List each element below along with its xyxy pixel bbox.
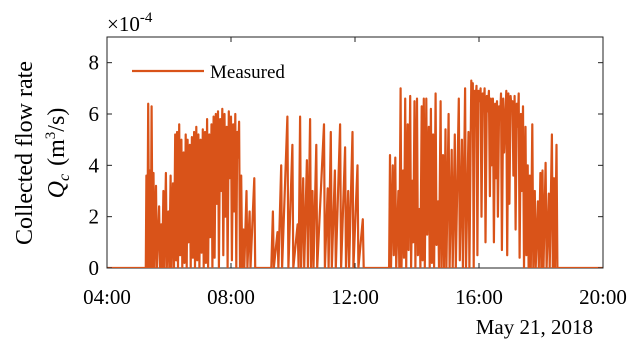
- y-tick-label: 2: [89, 205, 100, 229]
- y-axis-multiplier: ×10-4: [107, 10, 153, 36]
- x-tick-label: 08:00: [207, 285, 255, 309]
- y-axis-ticks: 0 2 4 6 8: [89, 51, 603, 280]
- y-tick-label: 4: [89, 153, 100, 177]
- x-tick-label: 16:00: [455, 285, 503, 309]
- y-axis-label-line1: Collected flow rate: [12, 61, 38, 245]
- y-axis-label-line2: Qc(m3/s): [43, 108, 73, 199]
- x-axis-ticks: 04:00 08:00 12:00 16:00 20:00: [83, 37, 627, 309]
- x-tick-label: 04:00: [83, 285, 131, 309]
- legend: Measured: [132, 62, 285, 83]
- y-tick-label: 0: [89, 256, 100, 280]
- y-tick-label: 8: [89, 51, 100, 75]
- legend-label-measured: Measured: [210, 62, 285, 83]
- y-tick-label: 6: [89, 102, 100, 126]
- measured-series-line: [107, 79, 603, 268]
- date-label: May 21, 2018: [476, 315, 593, 339]
- x-tick-label: 12:00: [331, 285, 379, 309]
- x-tick-label: 20:00: [579, 285, 627, 309]
